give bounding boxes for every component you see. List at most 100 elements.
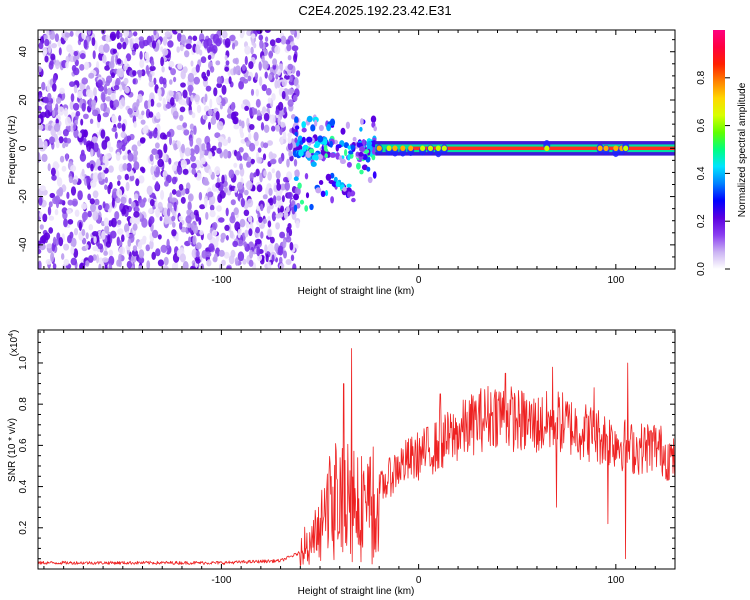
- noise-blob: [104, 65, 110, 71]
- noise-blob: [38, 117, 42, 124]
- noise-blob: [127, 108, 133, 115]
- noise-blob: [139, 137, 146, 144]
- noise-blob: [237, 228, 241, 239]
- y-tick-label: -40: [18, 237, 29, 252]
- noise-blob: [59, 155, 65, 163]
- onset-blob: [359, 126, 363, 132]
- noise-blob: [79, 53, 86, 60]
- noise-blob: [234, 169, 240, 176]
- onset-blob: [294, 137, 298, 143]
- colorbar-tick-label: 0.8: [696, 70, 707, 84]
- colorbar-tick-label: 0.2: [696, 214, 707, 228]
- noise-blob: [88, 72, 95, 79]
- noise-blob: [209, 209, 216, 218]
- noise-blob: [161, 66, 165, 73]
- noise-blob: [231, 111, 237, 121]
- noise-blob: [263, 112, 270, 122]
- noise-blob: [138, 175, 145, 184]
- noise-blob: [249, 124, 255, 130]
- noise-blob: [90, 163, 94, 172]
- noise-blob: [271, 93, 276, 101]
- noise-blob: [70, 186, 77, 196]
- noise-blob: [294, 186, 301, 196]
- noise-blob: [275, 109, 280, 116]
- noise-blob: [39, 243, 46, 251]
- onset-region: [292, 114, 378, 212]
- noise-blob: [145, 244, 151, 252]
- noise-blob: [276, 182, 282, 191]
- noise-blob: [250, 158, 255, 164]
- noise-blob: [281, 78, 288, 87]
- noise-blob: [59, 87, 65, 95]
- noise-blob: [111, 197, 115, 208]
- onset-blob: [347, 154, 351, 161]
- noise-blob: [260, 203, 264, 210]
- noise-blob: [58, 47, 62, 56]
- onset-blob: [306, 115, 313, 123]
- noise-blob: [48, 201, 53, 208]
- onset-blob: [293, 176, 299, 181]
- onset-blob: [359, 146, 366, 153]
- noise-blob: [94, 198, 100, 206]
- snr-x-label: Height of straight line (km): [298, 586, 415, 597]
- y-tick-label: 0.6: [18, 438, 29, 452]
- noise-blob: [64, 32, 71, 38]
- noise-blob: [254, 108, 258, 115]
- noise-blob: [215, 111, 220, 121]
- noise-blob: [169, 192, 173, 202]
- onset-blob: [322, 138, 328, 146]
- onset-blob: [329, 152, 336, 158]
- snr-y-label: SNR (10 * v/v): [7, 418, 18, 482]
- onset-blob: [294, 131, 298, 137]
- noise-blob: [133, 31, 138, 37]
- noise-blob: [91, 136, 98, 143]
- noise-blob: [218, 141, 223, 149]
- noise-blob: [148, 111, 154, 118]
- noise-blob: [192, 235, 197, 245]
- onset-blob: [330, 196, 334, 204]
- noise-blob: [179, 106, 186, 113]
- noise-blob: [79, 152, 87, 162]
- noise-blob: [118, 246, 126, 255]
- noise-blob: [112, 188, 119, 198]
- noise-blob: [63, 107, 68, 117]
- noise-blob: [225, 207, 229, 217]
- noise-blob: [41, 153, 48, 163]
- noise-blob: [269, 197, 274, 206]
- noise-blob: [175, 233, 179, 242]
- noise-blob: [117, 219, 122, 225]
- noise-blob: [50, 167, 56, 176]
- noise-blob: [293, 53, 298, 63]
- noise-blob: [270, 153, 277, 159]
- noise-blob: [279, 231, 286, 239]
- onset-blob: [326, 124, 331, 132]
- noise-blob: [216, 76, 222, 85]
- noise-blob: [118, 253, 122, 263]
- noise-blob: [47, 125, 52, 131]
- noise-blob: [90, 148, 94, 158]
- noise-blob: [250, 221, 254, 230]
- noise-blob: [101, 171, 105, 180]
- noise-blob: [286, 206, 290, 213]
- noise-blob: [168, 90, 174, 97]
- noise-blob: [132, 223, 138, 231]
- onset-blob: [301, 136, 306, 143]
- noise-blob: [130, 201, 136, 209]
- onset-blob: [304, 173, 309, 180]
- noise-blob: [177, 63, 183, 70]
- noise-blob: [167, 40, 174, 48]
- noise-blob: [46, 83, 51, 93]
- noise-blob: [182, 89, 188, 99]
- noise-blob: [218, 217, 225, 223]
- noise-blob: [38, 42, 44, 50]
- noise-blob: [283, 106, 287, 114]
- noise-blob: [190, 155, 196, 162]
- noise-blob: [270, 236, 275, 244]
- noise-blob: [132, 78, 136, 85]
- noise-blob: [227, 136, 231, 144]
- onset-blob: [294, 170, 299, 175]
- noise-blob: [150, 59, 155, 67]
- noise-blob: [83, 137, 87, 146]
- noise-blob: [193, 125, 197, 135]
- noise-blob: [212, 112, 216, 119]
